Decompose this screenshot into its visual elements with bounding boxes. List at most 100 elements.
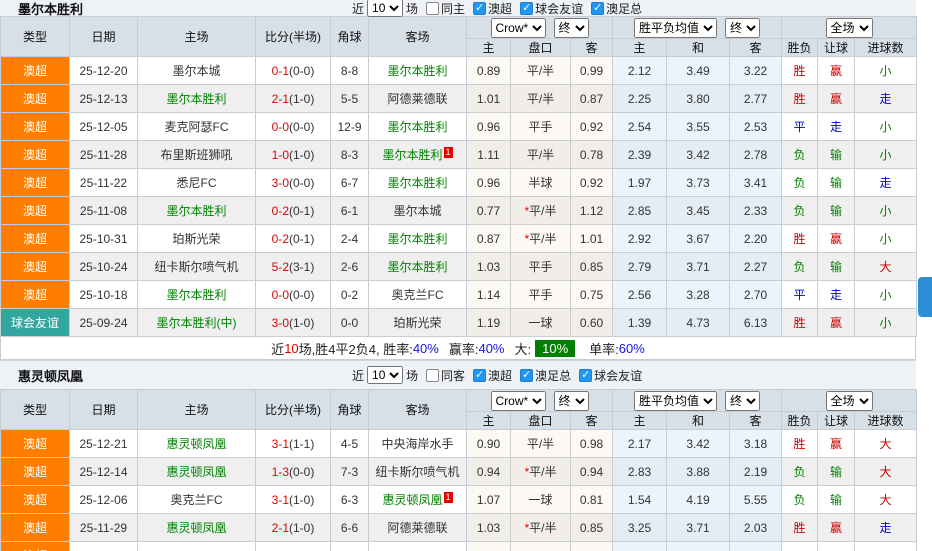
checkbox-same-home[interactable] — [426, 1, 440, 15]
avg-away-cell: 2.19 — [729, 457, 783, 486]
subcol-handicap: 盘口 — [510, 38, 571, 57]
live-star: * — [524, 204, 530, 218]
away-team-link[interactable]: 墨尔本胜利 — [382, 148, 443, 162]
home-team-link[interactable]: 纽卡斯尔喷气机 — [154, 260, 239, 274]
live-star: * — [524, 232, 530, 246]
home-team-link[interactable]: 墨尔本胜利 — [166, 92, 227, 106]
away-team-cell: 墨尔本胜利 — [368, 168, 467, 197]
type-cell: 澳超 — [0, 140, 70, 169]
avg-away-cell: 2.27 — [729, 252, 783, 281]
avg-final-select[interactable]: 终 — [725, 17, 761, 38]
away-team-cell: 墨尔本胜利 — [368, 112, 467, 141]
odds-final-select[interactable]: 终 — [553, 390, 589, 411]
away-team-cell: 阿德莱德联 — [368, 84, 467, 113]
type-cell: 澳超 — [0, 252, 70, 281]
home-team-link[interactable]: 墨尔本城 — [172, 64, 221, 78]
result-scope-select[interactable]: 全场 — [825, 390, 873, 411]
halftime-score: (1-0) — [289, 91, 315, 106]
fulltime-score: 1-3 — [271, 464, 289, 479]
away-team-link[interactable]: 墨尔本胜利 — [387, 232, 448, 246]
result-goals-cell: 小 — [854, 224, 918, 253]
odds-home-cell — [466, 541, 511, 551]
avg-final-select[interactable]: 终 — [725, 390, 761, 411]
away-team-link[interactable]: 阿德莱德联 — [387, 521, 448, 535]
avg-draw-cell: 3.42 — [666, 140, 731, 169]
away-team-cell — [368, 541, 467, 551]
home-team-link[interactable]: 惠灵顿凤凰 — [166, 521, 227, 535]
home-team-link[interactable]: 布里斯班狮吼 — [160, 148, 233, 162]
away-team-link[interactable]: 中央海岸水手 — [381, 437, 454, 451]
home-team-link[interactable]: 墨尔本胜利 — [166, 204, 227, 218]
score-cell — [255, 541, 331, 551]
away-team-link[interactable]: 奥克兰FC — [391, 288, 444, 302]
checkbox-ffa-cup[interactable] — [520, 368, 534, 382]
home-team-link[interactable]: 麦克阿瑟FC — [164, 120, 229, 134]
date-cell: 25-12-20 — [69, 56, 138, 85]
col-home: 主场 — [137, 389, 256, 430]
avg-draw-cell: 4.19 — [666, 485, 731, 514]
avg-home-cell: 1.39 — [612, 308, 668, 337]
odds-company-header: Crow* 终 — [465, 389, 614, 412]
match-count-select[interactable]: 10 — [367, 366, 404, 384]
corner-cell: 2-6 — [330, 252, 369, 281]
subcol-avg-away: 客 — [729, 38, 783, 57]
away-team-link[interactable]: 纽卡斯尔喷气机 — [375, 465, 460, 479]
handicap-value: 半球 — [528, 176, 553, 190]
score-cell: 2-1(1-0) — [255, 84, 331, 113]
odds-final-select[interactable]: 终 — [553, 17, 589, 38]
away-team-link[interactable]: 惠灵顿凤凰 — [382, 493, 443, 507]
result-handicap-cell: 赢 — [817, 429, 856, 458]
home-team-link[interactable]: 珀斯光荣 — [172, 232, 221, 246]
away-team-link[interactable]: 墨尔本胜利 — [387, 64, 448, 78]
odds-company-select[interactable]: Crow* — [490, 17, 546, 38]
odds-company-select[interactable]: Crow* — [490, 390, 546, 411]
avg-draw-cell: 3.71 — [666, 252, 731, 281]
summary-text: 单率: — [589, 341, 619, 357]
home-team-cell: 布里斯班狮吼 — [137, 140, 256, 169]
home-team-link[interactable]: 惠灵顿凤凰 — [166, 465, 227, 479]
away-team-link[interactable]: 墨尔本胜利 — [387, 120, 448, 134]
home-team-link[interactable]: 墨尔本胜利(中) — [156, 316, 237, 330]
corner-cell: 8-3 — [330, 140, 369, 169]
avg-away-cell: 2.20 — [729, 224, 783, 253]
odds-away-cell: 0.94 — [569, 457, 614, 486]
fulltime-score: 5-2 — [271, 259, 289, 274]
result-handicap-cell: 走 — [817, 280, 856, 309]
away-team-link[interactable]: 墨尔本城 — [393, 204, 442, 218]
fulltime-score: 2-1 — [271, 520, 289, 535]
avg-home-cell: 2.79 — [612, 252, 668, 281]
result-goals-cell: 大 — [854, 457, 918, 486]
match-count-select[interactable]: 10 — [367, 0, 404, 17]
odds-home-cell: 1.07 — [466, 485, 511, 514]
result-wdl-cell: 胜 — [781, 513, 819, 542]
table-row: 澳超 25-11-22 悉尼FC 3-0(0-0) 6-7 墨尔本胜利 0.96… — [0, 168, 918, 197]
home-team-cell: 墨尔本胜利(中) — [137, 308, 256, 337]
away-team-cell: 墨尔本胜利 — [368, 224, 467, 253]
fulltime-score: 0-2 — [271, 203, 289, 218]
away-team-link[interactable]: 墨尔本胜利 — [387, 260, 448, 274]
avg-away-cell: 2.03 — [729, 513, 783, 542]
summary-text: 场,胜4平2负4, 胜率: — [298, 341, 413, 357]
checkbox-club-friendly[interactable] — [579, 368, 593, 382]
home-team-link[interactable]: 奥克兰FC — [170, 493, 223, 507]
checkbox-a-league[interactable] — [473, 1, 487, 15]
away-team-link[interactable]: 珀斯光荣 — [393, 316, 442, 330]
type-cell: 澳超 — [0, 196, 70, 225]
result-scope-select[interactable]: 全场 — [825, 17, 873, 38]
avg-odds-select[interactable]: 胜平负均值 — [634, 390, 718, 411]
score-cell: 3-1(1-1) — [255, 429, 331, 458]
away-team-link[interactable]: 阿德莱德联 — [387, 92, 448, 106]
checkbox-same-away[interactable] — [426, 368, 440, 382]
home-team-link[interactable]: 悉尼FC — [176, 176, 217, 190]
checkbox-club-friendly[interactable] — [520, 1, 534, 15]
score-cell: 0-2(0-1) — [255, 196, 331, 225]
avg-draw-cell: 3.28 — [666, 280, 731, 309]
home-team-link[interactable]: 墨尔本胜利 — [166, 288, 227, 302]
away-team-link[interactable]: 墨尔本胜利 — [387, 176, 448, 190]
side-panel-toggle[interactable] — [918, 277, 932, 317]
checkbox-ffa-cup[interactable] — [591, 1, 605, 15]
home-team-link[interactable]: 惠灵顿凤凰 — [166, 437, 227, 451]
odds-home-cell: 1.14 — [466, 280, 511, 309]
checkbox-a-league[interactable] — [473, 368, 487, 382]
avg-odds-select[interactable]: 胜平负均值 — [634, 17, 718, 38]
